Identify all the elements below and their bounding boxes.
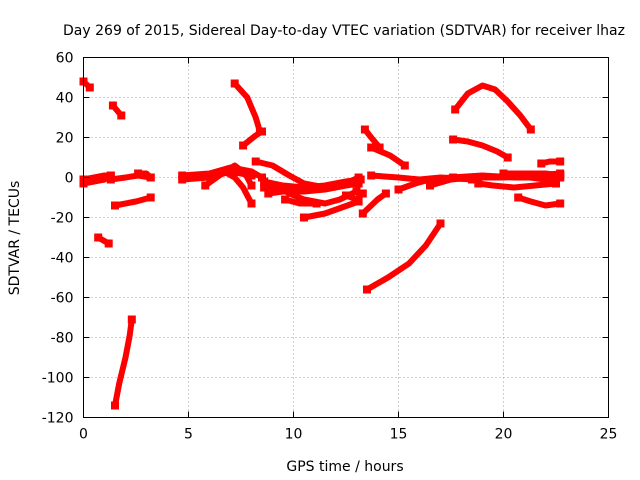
series-endpoint [503,153,512,162]
series-endpoint [264,189,273,198]
y-tick-label: -80 [51,331,74,347]
series-endpoint [436,219,445,228]
series-endpoint [108,101,117,110]
series-endpoint [363,285,371,294]
series-endpoint [258,127,266,136]
series-endpoint [260,177,269,186]
series-line-s19 [264,184,358,207]
x-tick-label: 20 [495,427,513,443]
series-endpoint [94,233,103,242]
series-endpoint [247,171,256,180]
series-endpoint [449,173,458,182]
series-endpoint [426,181,434,190]
series-line-s21 [303,198,360,221]
series-line-s20 [284,196,317,207]
series-endpoint [537,159,546,168]
y-tick-label: 20 [56,131,74,147]
y-tick-label: 40 [56,91,74,107]
series-line-s8 [112,319,135,407]
series-endpoint [400,161,409,170]
series-layer [79,77,565,410]
series-endpoint [394,185,403,194]
series-endpoint [117,111,126,120]
series-endpoint [474,179,483,188]
series-endpoint [247,199,256,208]
series-endpoint [111,201,119,210]
series-line-s36 [503,170,561,179]
series-endpoint [106,175,115,184]
series-line-s32 [452,136,510,161]
x-tick-label: 0 [79,427,88,443]
series-line-s31 [452,82,534,132]
series-endpoint [514,193,523,202]
series-endpoint [247,181,256,190]
series-line-s13 [222,168,255,205]
ticks-layer: 0 5 10 15 20 25 60 40 20 0 -20 -40 -60 -80 -100 -120 [42,51,618,443]
x-tick-label: 15 [390,427,408,443]
series-endpoint [300,213,308,222]
series-line-s34 [517,194,561,209]
y-tick-label: 0 [65,171,74,187]
y-tick-label: -20 [51,211,74,227]
series-endpoint [358,209,367,218]
series-endpoint [281,195,290,204]
series-endpoint [127,315,136,324]
series-endpoint [451,105,460,114]
y-tick-label: -100 [42,371,74,387]
series-endpoint [556,171,565,180]
series-endpoint [201,181,210,190]
series-line-s24 [370,144,407,168]
series-endpoint [499,169,508,178]
series-endpoint [449,135,458,144]
series-endpoint [352,187,361,196]
x-tick-label: 10 [285,427,303,443]
grid-layer [83,57,609,418]
series-endpoint [312,199,321,208]
series-endpoint [375,143,384,152]
series-endpoint [360,125,369,134]
series-line-s33 [477,180,557,191]
series-endpoint [251,157,260,166]
series-endpoint [342,191,350,200]
series-endpoint [552,179,560,188]
series-endpoint [146,193,155,202]
plot-frame [83,57,609,418]
y-axis-label: SDTVAR / TECUs [7,181,23,296]
series-endpoint [367,143,376,152]
series-endpoint [230,79,239,88]
series-endpoint [178,175,187,184]
series-endpoint [367,171,376,180]
y-tick-label: -40 [51,251,74,267]
series-endpoint [220,167,229,176]
y-tick-label: 60 [56,51,74,67]
series-endpoint [556,199,565,208]
series-endpoint [381,189,390,198]
series-line-s14 [232,81,263,133]
x-axis-label: GPS time / hours [286,459,403,475]
y-tick-label: -60 [51,291,74,307]
series-endpoint [354,179,363,188]
series-endpoint [104,239,113,248]
y-tick-label: -120 [42,411,74,427]
series-line-s26 [365,221,443,293]
series-endpoint [111,401,119,410]
chart-title: Day 269 of 2015, Sidereal Day-to-day VTE… [63,23,625,39]
series-line-s12 [203,162,255,188]
series-line-s9 [114,194,152,209]
x-tick-label: 25 [600,427,618,443]
series-endpoint [85,83,94,92]
series-endpoint [239,141,248,150]
x-tick-label: 5 [184,427,193,443]
series-endpoint [146,173,155,182]
series-endpoint [260,183,269,192]
series-endpoint [526,125,535,134]
series-endpoint [134,169,143,178]
series-endpoint [358,189,367,198]
series-endpoint [556,157,565,166]
